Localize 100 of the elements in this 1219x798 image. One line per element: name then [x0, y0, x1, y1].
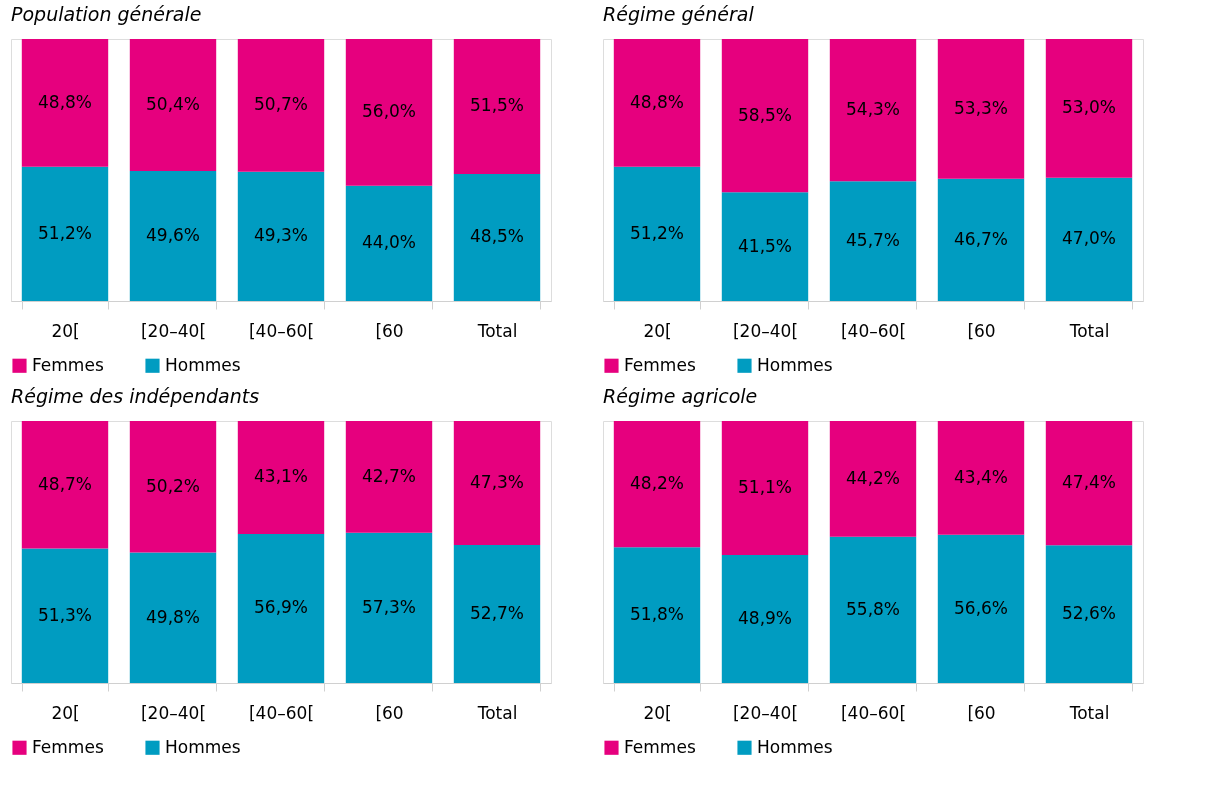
data-label: 50,2%	[145, 475, 201, 496]
bar	[237, 39, 325, 172]
bar	[829, 39, 917, 182]
chart-title: Régime général	[603, 3, 755, 25]
bar	[129, 171, 217, 301]
bar	[21, 39, 109, 167]
bar	[721, 554, 809, 683]
bar	[613, 421, 701, 548]
x-tick-label: 20[	[643, 320, 672, 341]
data-label: 42,7%	[361, 465, 417, 486]
data-label: 53,3%	[953, 97, 1009, 118]
x-tick-label: [40–60[	[248, 320, 315, 341]
bar	[721, 39, 809, 193]
bar	[1045, 545, 1133, 683]
bar	[829, 536, 917, 683]
x-tick-label: [40–60[	[248, 702, 315, 723]
x-tick-label: [60	[967, 320, 996, 341]
data-label: 41,5%	[737, 235, 793, 256]
bar	[937, 178, 1025, 301]
data-label: 49,6%	[145, 225, 201, 246]
x-tick-label: Total	[1068, 702, 1110, 723]
bar	[613, 39, 701, 167]
legend-label: Femmes	[32, 354, 104, 375]
bar	[21, 421, 109, 549]
data-label: 56,0%	[361, 101, 417, 122]
x-tick-label: [40–60[	[840, 702, 907, 723]
x-tick-label: Total	[476, 702, 518, 723]
data-label: 43,4%	[953, 466, 1009, 487]
data-label: 52,7%	[469, 602, 525, 623]
x-tick-label: [20–40[	[140, 320, 207, 341]
data-label: 50,7%	[253, 94, 309, 115]
bar	[937, 39, 1025, 179]
x-tick-label: [20–40[	[140, 702, 207, 723]
data-label: 56,9%	[253, 597, 309, 618]
data-label: 50,4%	[145, 94, 201, 115]
x-tick-label: [60	[375, 702, 404, 723]
x-tick-label: Total	[1068, 320, 1110, 341]
data-label: 55,8%	[845, 598, 901, 619]
bar	[345, 421, 433, 533]
data-label: 48,8%	[37, 91, 93, 112]
bar	[721, 192, 809, 301]
data-label: 51,5%	[469, 95, 525, 116]
chart-title: Régime agricole	[603, 385, 758, 407]
bar	[1045, 421, 1133, 546]
bar	[1045, 177, 1133, 301]
bar	[829, 181, 917, 301]
x-tick-label: 20[	[51, 702, 80, 723]
bar	[1045, 39, 1133, 178]
data-label: 51,3%	[37, 604, 93, 625]
data-label: 51,2%	[37, 222, 93, 243]
data-label: 45,7%	[845, 230, 901, 251]
data-label: 54,3%	[845, 99, 901, 120]
bar	[237, 421, 325, 534]
data-label: 48,2%	[629, 473, 685, 494]
bar	[453, 39, 541, 174]
legend-label: Femmes	[32, 736, 104, 757]
data-label: 47,4%	[1061, 472, 1117, 493]
bar	[345, 532, 433, 683]
x-tick-label: [20–40[	[732, 702, 799, 723]
bar	[453, 173, 541, 301]
data-label: 49,8%	[145, 606, 201, 627]
bar	[237, 533, 325, 683]
chart-title: Population générale	[11, 3, 202, 25]
data-label: 49,3%	[253, 225, 309, 246]
bar	[937, 534, 1025, 683]
bar	[613, 547, 701, 683]
chart-title: Régime des indépendants	[11, 385, 260, 407]
data-label: 58,5%	[737, 104, 793, 125]
data-label: 51,2%	[629, 222, 685, 243]
x-tick-label: 20[	[51, 320, 80, 341]
bar	[721, 421, 809, 555]
data-label: 48,9%	[737, 607, 793, 628]
data-label: 52,6%	[1061, 603, 1117, 624]
bar	[237, 171, 325, 301]
data-label: 56,6%	[953, 597, 1009, 618]
bar	[129, 39, 217, 172]
data-label: 46,7%	[953, 228, 1009, 249]
data-label: 48,5%	[469, 226, 525, 247]
data-label: 48,7%	[37, 473, 93, 494]
bar	[129, 552, 217, 683]
x-tick-label: [60	[967, 702, 996, 723]
data-label: 51,8%	[629, 604, 685, 625]
bar	[129, 421, 217, 553]
x-tick-label: [20–40[	[732, 320, 799, 341]
data-label: 53,0%	[1061, 97, 1117, 118]
legend-label: Hommes	[165, 354, 241, 375]
data-label: 51,1%	[737, 476, 793, 497]
data-label: 47,0%	[1061, 228, 1117, 249]
bar	[613, 166, 701, 301]
data-label: 47,3%	[469, 471, 525, 492]
data-label: 57,3%	[361, 596, 417, 617]
bar	[453, 421, 541, 545]
data-label: 43,1%	[253, 466, 309, 487]
x-tick-label: [40–60[	[840, 320, 907, 341]
legend-label: Femmes	[624, 736, 696, 757]
bar	[829, 421, 917, 537]
bar	[453, 544, 541, 683]
data-label: 44,2%	[845, 467, 901, 488]
data-label: 48,8%	[629, 91, 685, 112]
bar	[345, 185, 433, 301]
